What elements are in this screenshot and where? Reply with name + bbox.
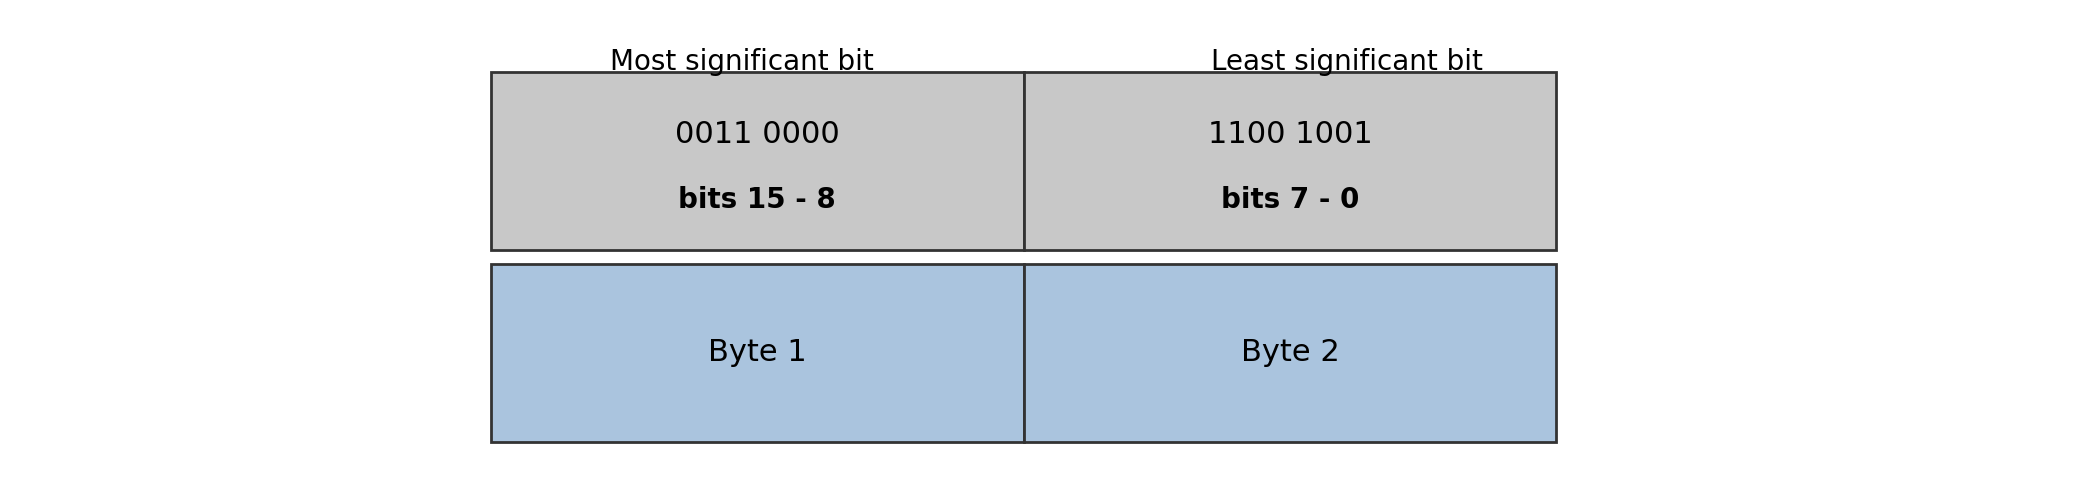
Text: Byte 2: Byte 2 xyxy=(1241,338,1339,367)
FancyBboxPatch shape xyxy=(491,264,1024,442)
Text: bits 15 - 8: bits 15 - 8 xyxy=(679,186,836,214)
Text: 1100 1001: 1100 1001 xyxy=(1207,120,1372,149)
Text: Most significant bit: Most significant bit xyxy=(610,48,873,76)
FancyBboxPatch shape xyxy=(1024,72,1556,250)
FancyBboxPatch shape xyxy=(1024,264,1556,442)
FancyBboxPatch shape xyxy=(491,72,1024,250)
Text: Least significant bit: Least significant bit xyxy=(1212,48,1483,76)
Text: bits 7 - 0: bits 7 - 0 xyxy=(1220,186,1360,214)
Text: 0011 0000: 0011 0000 xyxy=(675,120,840,149)
Text: Byte 1: Byte 1 xyxy=(708,338,806,367)
